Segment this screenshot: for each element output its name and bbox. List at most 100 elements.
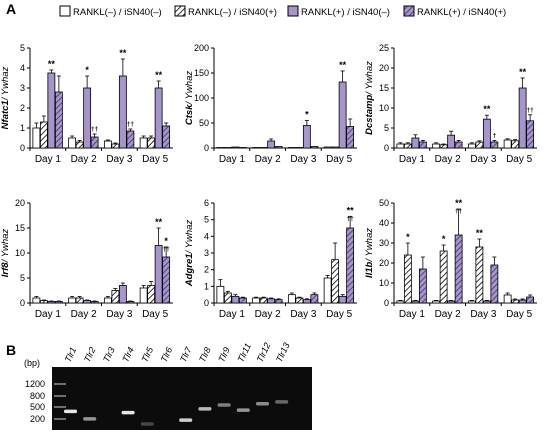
gel-lane-label: Tlr6 bbox=[159, 346, 175, 364]
gel-band bbox=[198, 407, 212, 411]
bar bbox=[32, 297, 41, 304]
bar bbox=[490, 141, 499, 149]
bar bbox=[287, 147, 296, 149]
y-tick-label: 25 bbox=[379, 43, 389, 53]
bar bbox=[475, 246, 484, 304]
bar bbox=[447, 300, 456, 304]
bar bbox=[331, 146, 340, 149]
y-axis-label: Irf8/ Ywhaz bbox=[0, 229, 11, 278]
chart-nfatc1: 0 1 2 3 4 5 Nfatc1/ Ywhaz Day 1 Day 2 Day 3 Day 5 *… bbox=[0, 43, 173, 165]
bar bbox=[39, 300, 48, 304]
gel-lane-label: Tlr11 bbox=[236, 342, 253, 364]
gel-band bbox=[179, 418, 193, 422]
x-tick-label: Day 2 bbox=[71, 309, 98, 320]
bar bbox=[396, 143, 405, 149]
x-tick-label: Day 2 bbox=[255, 154, 282, 165]
significance-mark: †† bbox=[527, 107, 535, 114]
bar bbox=[467, 300, 476, 304]
bar bbox=[216, 147, 225, 149]
y-tick-label: 200 bbox=[194, 43, 209, 53]
bar bbox=[90, 301, 99, 304]
bar bbox=[75, 297, 84, 304]
bar bbox=[103, 140, 112, 149]
chart-irf8: 0 5 10 15 20 Irf8/ Ywhaz Day 1 Day 2 Day 3 Day 5 *… bbox=[0, 198, 173, 320]
y-tick-label: 0 bbox=[384, 143, 389, 153]
bar bbox=[503, 294, 512, 304]
gel-lane-label: Tlr9 bbox=[216, 346, 232, 364]
bar bbox=[103, 297, 112, 304]
legend-label: RANKL(+) / iSN40(+) bbox=[417, 7, 506, 18]
panel-a-label: A bbox=[6, 1, 16, 17]
bar bbox=[482, 300, 491, 304]
bar bbox=[323, 277, 332, 304]
gel-ladder-label: 500 bbox=[30, 402, 45, 412]
bar bbox=[111, 143, 120, 149]
bar bbox=[526, 120, 535, 149]
significance-mark: ** bbox=[455, 198, 463, 208]
significance-mark: ** bbox=[347, 205, 355, 215]
bar bbox=[118, 75, 127, 149]
chart-dcstamp: 0 5 10 15 20 25 Dcstamp/ Ywhaz Day 1 Day 2 Day 3 D… bbox=[364, 43, 537, 165]
bar bbox=[231, 295, 240, 304]
bar bbox=[139, 287, 148, 304]
x-tick-label: Day 1 bbox=[219, 309, 246, 320]
x-tick-label: Day 3 bbox=[290, 154, 317, 165]
significance-mark: ** bbox=[119, 48, 127, 58]
bar bbox=[439, 144, 448, 149]
bar bbox=[403, 143, 412, 149]
bar bbox=[432, 143, 441, 149]
bar bbox=[259, 147, 268, 149]
bar bbox=[68, 297, 77, 304]
bar bbox=[267, 298, 276, 304]
bar bbox=[267, 140, 276, 149]
bar bbox=[295, 147, 304, 149]
bar bbox=[490, 264, 499, 304]
bar bbox=[338, 295, 347, 304]
legend: RANKL(–) / iSN40(–) RANKL(–) / iSN40(+) RA… bbox=[59, 5, 506, 18]
y-tick-label: 20 bbox=[15, 198, 25, 208]
y-tick-label: 50 bbox=[199, 118, 209, 128]
gel-lane-label: Tlr8 bbox=[197, 346, 213, 364]
gel-panel: (bp) Tlr1 Tlr2 Tlr3 Tlr4 Tlr5 Tlr6 Tlr7 Tlr8 Tlr… bbox=[24, 341, 312, 430]
gel-lane-label: Tlr7 bbox=[178, 345, 194, 364]
x-tick-label: Day 2 bbox=[255, 309, 282, 320]
bar bbox=[259, 297, 268, 304]
y-tick-label: 0 bbox=[204, 298, 209, 308]
bar bbox=[154, 87, 163, 149]
gel-unit-label: (bp) bbox=[24, 358, 40, 368]
bar bbox=[75, 141, 84, 149]
bar bbox=[47, 301, 56, 304]
legend-label: RANKL(–) / iSN40(+) bbox=[188, 7, 277, 18]
y-axis-label-gene: Adgre1 bbox=[184, 253, 195, 287]
x-tick-label: Day 2 bbox=[435, 154, 462, 165]
significance-mark: †† bbox=[163, 246, 171, 253]
bar bbox=[111, 290, 120, 304]
bar bbox=[118, 285, 127, 304]
y-tick-label: 10 bbox=[379, 103, 389, 113]
gel-lane-label: Tlr2 bbox=[82, 346, 98, 364]
bar bbox=[139, 137, 148, 149]
bar bbox=[511, 299, 520, 304]
y-axis-label-gene: Il1b bbox=[364, 261, 375, 278]
x-tick-label: Day 5 bbox=[326, 309, 353, 320]
y-axis-label-ref: / Ywhaz bbox=[364, 228, 375, 263]
bar bbox=[518, 87, 527, 149]
legend-item: RANKL(–) / iSN40(–) bbox=[59, 5, 162, 18]
y-axis-label-gene: Irf8 bbox=[0, 262, 11, 278]
bar bbox=[323, 146, 332, 149]
bar bbox=[418, 141, 427, 149]
x-tick-label: Day 1 bbox=[35, 309, 62, 320]
x-tick-label: Day 3 bbox=[106, 154, 133, 165]
significance-mark: ** bbox=[339, 60, 347, 70]
x-tick-label: Day 1 bbox=[219, 154, 246, 165]
gel-ladder-band bbox=[54, 383, 66, 385]
x-tick-label: Day 5 bbox=[506, 309, 533, 320]
bar bbox=[90, 136, 99, 149]
y-axis-label: Il1b/ Ywhaz bbox=[364, 228, 375, 278]
y-tick-label: 40 bbox=[379, 218, 389, 228]
gel-ladder-band bbox=[54, 406, 66, 408]
bar bbox=[447, 134, 456, 149]
bar bbox=[274, 299, 283, 304]
legend-swatch bbox=[403, 5, 415, 17]
